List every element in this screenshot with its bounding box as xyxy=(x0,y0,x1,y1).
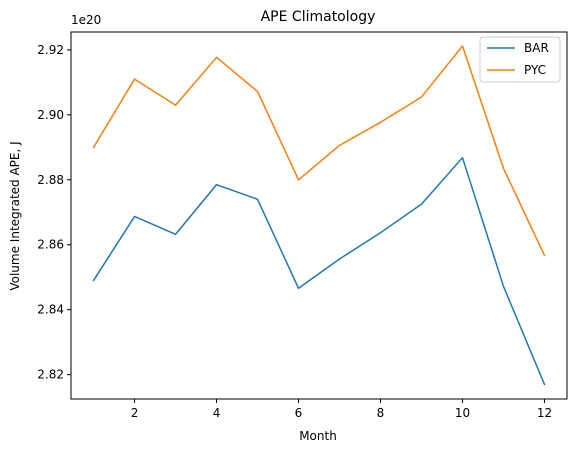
series-lines xyxy=(92,45,546,386)
series-line-bar xyxy=(92,156,546,386)
x-axis-label: Month xyxy=(299,429,337,443)
x-tick-label: 6 xyxy=(295,406,303,420)
x-tick-label: 8 xyxy=(377,406,385,420)
x-tick-label: 10 xyxy=(455,406,470,420)
y-tick-label: 2.90 xyxy=(37,108,64,122)
y-tick-label: 2.86 xyxy=(37,238,64,252)
x-tick-label: 12 xyxy=(537,406,552,420)
legend-label-pyc: PYC xyxy=(524,63,546,77)
y-tick-label: 2.82 xyxy=(37,368,64,382)
legend: BAR PYC xyxy=(479,36,561,83)
y-tick-label: 2.92 xyxy=(37,43,64,57)
plot-frame xyxy=(70,31,568,400)
y-ticks: 2.82 2.84 2.86 2.88 2.90 2.92 xyxy=(37,43,71,382)
y-offset-text: 1e20 xyxy=(71,13,101,27)
y-axis-label: Volume Integrated APE, J xyxy=(8,141,22,290)
y-tick-label: 2.84 xyxy=(37,303,64,317)
y-tick-label: 2.88 xyxy=(37,173,64,187)
legend-label-bar: BAR xyxy=(524,41,549,55)
x-tick-label: 4 xyxy=(213,406,221,420)
x-ticks: 2 4 6 8 10 12 xyxy=(131,399,552,420)
x-tick-label: 2 xyxy=(131,406,139,420)
chart-title: APE Climatology xyxy=(261,9,376,25)
series-line-pyc xyxy=(92,45,546,257)
